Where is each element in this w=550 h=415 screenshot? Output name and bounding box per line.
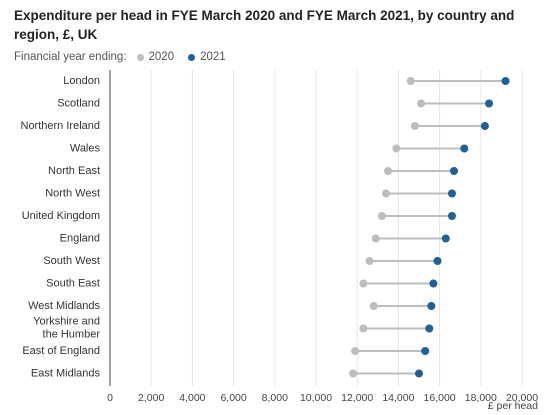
point-2021 <box>447 189 456 198</box>
point-2021 <box>501 77 510 85</box>
x-tick-label: 2,000 <box>138 392 164 404</box>
category-label: Yorkshire and the Humber <box>33 315 100 340</box>
category-label: Northern Ireland <box>21 120 101 132</box>
legend-item-2020: 2020 <box>136 51 175 63</box>
x-tick-label: 16,000 <box>424 392 456 404</box>
category-label: South East <box>46 277 100 289</box>
point-2020 <box>410 122 419 130</box>
point-2020 <box>349 369 358 378</box>
point-2021 <box>485 99 494 108</box>
chart-title: Expenditure per head in FYE March 2020 a… <box>14 8 515 42</box>
x-tick-label: 4,000 <box>179 392 205 404</box>
x-tick-label: 10,000 <box>300 392 332 404</box>
category-label: Scotland <box>57 97 100 109</box>
x-tick-label: 6,000 <box>220 392 246 404</box>
legend-label: Financial year ending: <box>14 51 127 63</box>
point-2020 <box>371 234 380 243</box>
x-tick-label: 20,000 <box>506 392 538 404</box>
point-2020 <box>369 302 378 310</box>
point-2020 <box>359 279 368 288</box>
point-2021 <box>425 324 434 333</box>
point-2021 <box>441 234 450 243</box>
category-label: South West <box>43 255 100 267</box>
point-2021 <box>415 369 423 378</box>
point-2020 <box>377 212 386 220</box>
category-label: North West <box>45 187 100 199</box>
category-label: Wales <box>70 142 101 154</box>
point-2021 <box>450 167 459 175</box>
legend-item-2021: 2021 <box>188 51 226 63</box>
legend-text-2020: 2020 <box>148 51 175 63</box>
x-tick-label: 0 <box>107 392 113 404</box>
x-axis-label: £ per head <box>488 400 538 412</box>
point-2021 <box>427 302 436 310</box>
point-2021 <box>421 347 430 355</box>
point-2020 <box>417 99 426 108</box>
x-tick-label: 8,000 <box>262 392 288 404</box>
chart-legend: Financial year ending: 2020 2021 <box>14 51 240 63</box>
category-label: United Kingdom <box>22 210 100 222</box>
point-2020 <box>406 77 415 85</box>
point-2020 <box>365 257 374 265</box>
legend-swatch-2020 <box>136 53 144 61</box>
category-label: East Midlands <box>31 367 101 379</box>
legend-text-2021: 2021 <box>200 51 226 63</box>
point-2021 <box>433 257 442 265</box>
point-2020 <box>359 324 368 333</box>
point-2021 <box>429 279 438 288</box>
category-label: East of England <box>22 345 100 357</box>
point-2020 <box>351 347 360 355</box>
x-tick-label: 12,000 <box>341 392 373 404</box>
point-2020 <box>382 189 391 198</box>
x-tick-label: 18,000 <box>465 392 497 404</box>
point-2021 <box>447 212 456 220</box>
category-label: England <box>60 232 100 244</box>
category-label: London <box>63 75 100 87</box>
x-tick-label: 14,000 <box>382 392 414 404</box>
point-2021 <box>460 144 469 153</box>
point-2021 <box>480 122 489 130</box>
category-label: West Midlands <box>28 300 100 312</box>
legend-swatch-2021 <box>188 53 196 61</box>
point-2020 <box>384 167 393 175</box>
point-2020 <box>392 144 401 153</box>
category-label: North East <box>48 165 100 177</box>
